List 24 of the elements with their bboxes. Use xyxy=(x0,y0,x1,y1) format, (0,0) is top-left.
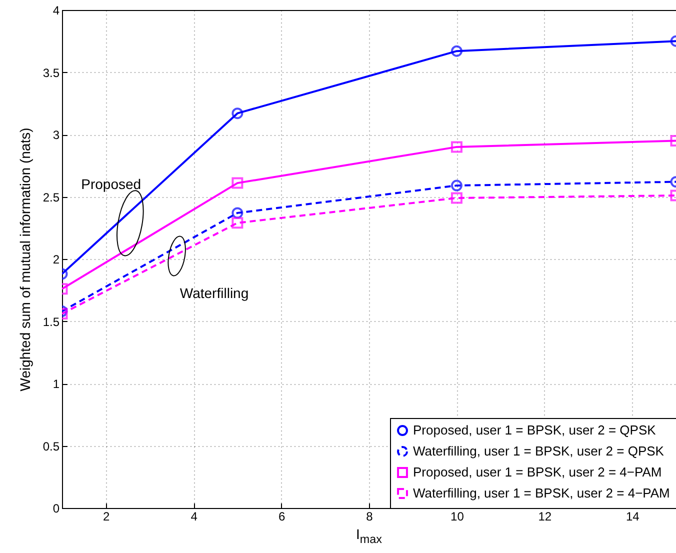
x-axis-title: I$_{max}$ xyxy=(356,526,382,546)
legend-label: Waterfilling, user 1 = BPSK, user 2 = 4−PAM xyxy=(413,486,670,500)
legend-label: Proposed, user 1 = BPSK, user 2 = QPSK xyxy=(413,422,656,438)
x-tick-label: 10 xyxy=(450,510,464,524)
x-tick-label: 8 xyxy=(366,510,374,524)
legend-label: Proposed, user 1 = BPSK, user 2 = 4−PAM xyxy=(413,464,662,480)
annotation: Proposed xyxy=(81,176,142,192)
y-tick-label: 1.5 xyxy=(42,314,60,329)
y-tick-label: 2 xyxy=(52,252,60,266)
x-tick-label: 12 xyxy=(538,510,552,524)
y-tick-label: 0.5 xyxy=(42,439,60,454)
x-tick-label: 2 xyxy=(103,510,110,524)
legend-label: Waterfilling, user 1 = BPSK, user 2 = QPSK xyxy=(413,444,664,458)
y-tick-label: 2.5 xyxy=(42,190,60,204)
x-tick-label: 6 xyxy=(278,510,286,524)
annotation: Waterfilling xyxy=(180,284,249,301)
x-tick-label: 14 xyxy=(626,510,640,524)
y-axis-title: Weighted sum of mutual information (nats) xyxy=(16,128,33,392)
y-tick-label: 3 xyxy=(52,128,60,142)
y-tick-label: 1 xyxy=(52,377,60,391)
x-tick-label: 4 xyxy=(190,510,198,524)
y-tick-label: 4 xyxy=(52,4,60,18)
y-tick-label: 0 xyxy=(52,502,60,516)
y-tick-label: 3.5 xyxy=(42,66,60,80)
